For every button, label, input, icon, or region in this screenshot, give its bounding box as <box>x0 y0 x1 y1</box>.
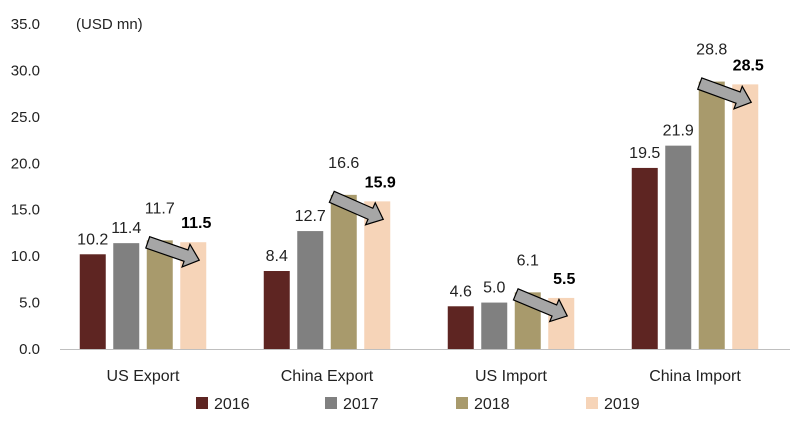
legend-label: 2018 <box>474 396 510 413</box>
y-axis: 0.0 5.0 10.0 15.0 20.0 25.0 30.0 35.0 <box>11 16 40 358</box>
bar-2017-0 <box>113 243 140 349</box>
bar-2017-2 <box>481 302 508 349</box>
down-arrow-icon <box>696 77 753 110</box>
data-label-2016-3: 19.5 <box>629 145 660 162</box>
bar-2016-0 <box>79 254 106 349</box>
data-label-2016-1: 8.4 <box>266 248 288 265</box>
y-tick-label: 15.0 <box>11 202 40 219</box>
legend: 2016 2017 2018 2019 <box>196 396 640 413</box>
bar-2016-2 <box>447 306 474 349</box>
down-arrow-icon <box>328 190 385 226</box>
legend-label: 2019 <box>604 396 640 413</box>
legend-item-2017: 2017 <box>325 396 379 413</box>
legend-item-2019: 2019 <box>586 396 640 413</box>
data-label-2017-0: 11.4 <box>111 220 141 237</box>
unit-label: (USD mn) <box>76 16 143 33</box>
data-label-2016-0: 10.2 <box>77 231 108 248</box>
category-label: China Import <box>649 368 741 385</box>
data-labels: 10.211.411.7 11.5 8.4 12.7 16.6 15.9 4.6 5.0 6.1… <box>77 42 764 301</box>
data-label-2018-0: 11.7 <box>145 200 175 217</box>
bar-2018-1 <box>330 194 357 349</box>
trend-arrows <box>145 77 753 323</box>
data-label-2018-3: 28.8 <box>696 42 727 59</box>
legend-swatch <box>325 397 337 409</box>
bar-2016-3 <box>631 167 658 349</box>
data-label-2016-2: 4.6 <box>450 283 472 300</box>
category-label: US Export <box>107 368 180 385</box>
data-label-2019-1: 15.9 <box>365 174 396 191</box>
y-tick-label: 5.0 <box>19 295 40 312</box>
data-label-2019-2: 5.5 <box>553 271 575 288</box>
bar-2018-0 <box>146 240 173 349</box>
bar-2017-1 <box>297 231 324 349</box>
down-arrow-icon <box>145 235 201 269</box>
down-arrow-icon <box>512 288 569 323</box>
y-tick-label: 30.0 <box>11 62 40 79</box>
y-tick-label: 35.0 <box>11 16 40 33</box>
legend-label: 2016 <box>214 396 250 413</box>
category-label: US Import <box>475 368 548 385</box>
y-tick-label: 25.0 <box>11 109 40 126</box>
legend-label: 2017 <box>343 396 379 413</box>
data-label-2017-2: 5.0 <box>483 280 505 297</box>
category-label: China Export <box>281 368 374 385</box>
data-label-2018-1: 16.6 <box>328 155 359 172</box>
data-label-2017-1: 12.7 <box>295 208 326 225</box>
legend-item-2018: 2018 <box>456 396 510 413</box>
data-label-2017-3: 21.9 <box>663 123 694 140</box>
data-label-2019-0: 11.5 <box>181 215 211 232</box>
bar-2016-1 <box>263 271 290 349</box>
legend-swatch <box>456 397 468 409</box>
y-tick-label: 10.0 <box>11 248 40 265</box>
bar-2017-3 <box>665 145 692 349</box>
data-label-2019-3: 28.5 <box>733 57 764 74</box>
x-axis: US Export China Export US Import China Impo… <box>60 349 790 385</box>
legend-swatch <box>196 397 208 409</box>
bar-2019-1 <box>364 201 391 349</box>
data-label-2018-2: 6.1 <box>517 252 539 269</box>
bar-2018-3 <box>698 81 725 350</box>
y-tick-label: 20.0 <box>11 155 40 172</box>
bar-2019-3 <box>732 84 759 349</box>
y-tick-label: 0.0 <box>19 341 40 358</box>
legend-swatch <box>586 397 598 409</box>
legend-item-2016: 2016 <box>196 396 250 413</box>
bars <box>79 81 759 350</box>
